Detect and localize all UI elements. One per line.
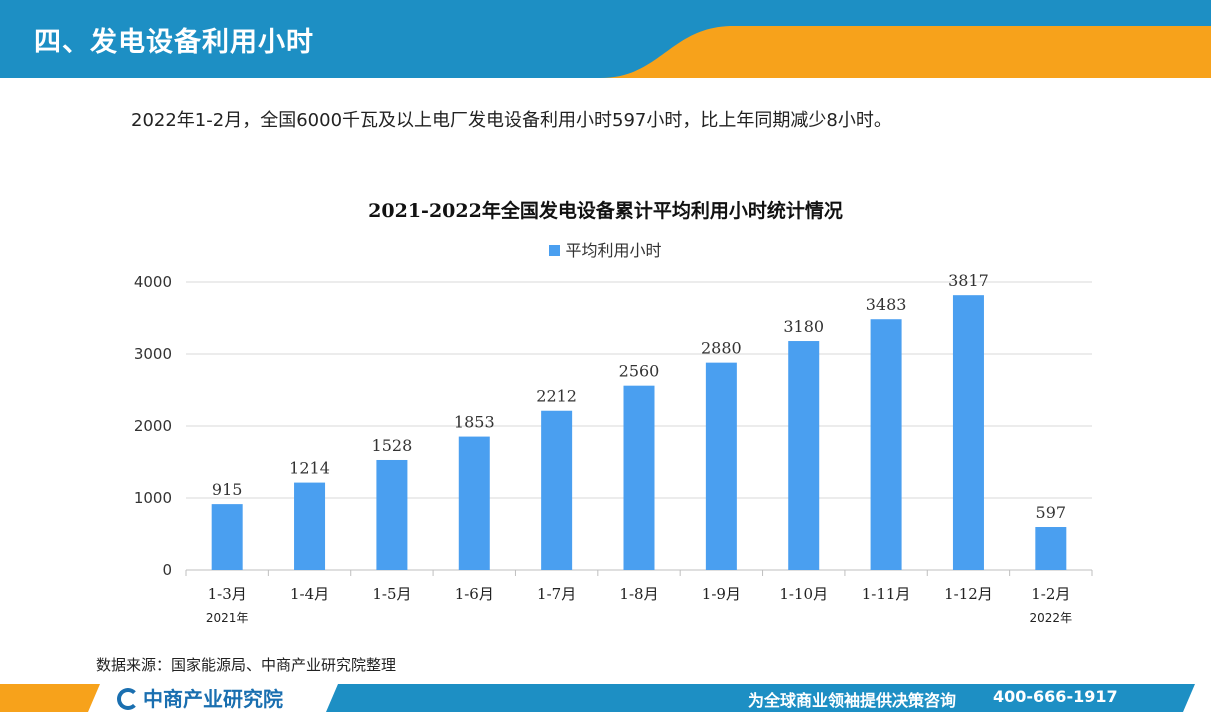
summary-text: 2022年1-2月，全国6000千瓦及以上电厂发电设备利用小时597小时，比上年… bbox=[131, 110, 892, 131]
header-banner: 四、发电设备利用小时 bbox=[0, 0, 1211, 78]
footer-logo: 中商产业研究院 bbox=[117, 683, 283, 712]
y-tick-label: 3000 bbox=[134, 345, 172, 363]
x-tick-label: 1-8月 bbox=[619, 585, 658, 603]
bar bbox=[788, 341, 820, 570]
y-tick-label: 1000 bbox=[134, 489, 172, 507]
footer-background bbox=[0, 684, 1195, 712]
bar bbox=[623, 385, 655, 570]
bar bbox=[705, 362, 737, 570]
year-label: 2021年 bbox=[206, 611, 249, 625]
legend-label: 平均利用小时 bbox=[565, 241, 662, 260]
x-tick-label: 1-2月 bbox=[1031, 585, 1070, 603]
bar bbox=[458, 436, 490, 570]
x-tick-label: 1-3月 bbox=[208, 585, 247, 603]
data-label: 2212 bbox=[536, 387, 577, 406]
header-background bbox=[0, 0, 1211, 78]
logo-icon bbox=[117, 687, 139, 710]
page-title: 四、发电设备利用小时 bbox=[34, 27, 314, 58]
x-tick-label: 1-12月 bbox=[944, 585, 993, 603]
y-tick-label: 0 bbox=[162, 561, 172, 579]
chart-title: 2021-2022年全国发电设备累计平均利用小时统计情况 bbox=[368, 200, 843, 222]
y-tick-label: 2000 bbox=[134, 417, 172, 435]
data-label: 915 bbox=[212, 480, 243, 499]
year-label: 2022年 bbox=[1030, 611, 1073, 625]
data-label: 2880 bbox=[701, 339, 742, 358]
data-label: 1853 bbox=[454, 413, 495, 432]
x-tick-label: 1-5月 bbox=[372, 585, 411, 603]
x-tick-label: 1-7月 bbox=[537, 585, 576, 603]
bar bbox=[952, 295, 984, 570]
x-tick-label: 1-10月 bbox=[779, 585, 828, 603]
data-label: 1214 bbox=[289, 459, 330, 478]
bar bbox=[1035, 527, 1067, 570]
bar bbox=[376, 459, 408, 570]
data-label: 3817 bbox=[948, 271, 989, 290]
x-tick-label: 1-4月 bbox=[290, 585, 329, 603]
data-label: 3180 bbox=[783, 317, 824, 336]
bar bbox=[870, 319, 902, 570]
bar bbox=[541, 410, 573, 570]
footer-slogan: 为全球商业领袖提供决策咨询 bbox=[748, 691, 957, 710]
chart-legend: 平均利用小时 bbox=[0, 237, 1211, 261]
data-label: 1528 bbox=[372, 436, 413, 455]
data-label: 3483 bbox=[866, 295, 907, 314]
footer-phone: 400-666-1917 bbox=[993, 687, 1118, 706]
bar bbox=[294, 482, 326, 570]
footer-bar: 中商产业研究院 为全球商业领袖提供决策咨询 400-666-1917 bbox=[0, 680, 1211, 716]
x-tick-label: 1-6月 bbox=[455, 585, 494, 603]
footer-logo-text: 中商产业研究院 bbox=[143, 687, 283, 711]
data-label: 2560 bbox=[619, 362, 660, 381]
bar bbox=[211, 504, 243, 570]
data-source: 数据来源：国家能源局、中商产业研究院整理 bbox=[96, 656, 397, 674]
x-tick-label: 1-9月 bbox=[702, 585, 741, 603]
x-tick-label: 1-11月 bbox=[862, 585, 911, 603]
data-label: 597 bbox=[1036, 503, 1067, 522]
y-tick-label: 4000 bbox=[134, 273, 172, 291]
legend-swatch bbox=[549, 245, 561, 256]
